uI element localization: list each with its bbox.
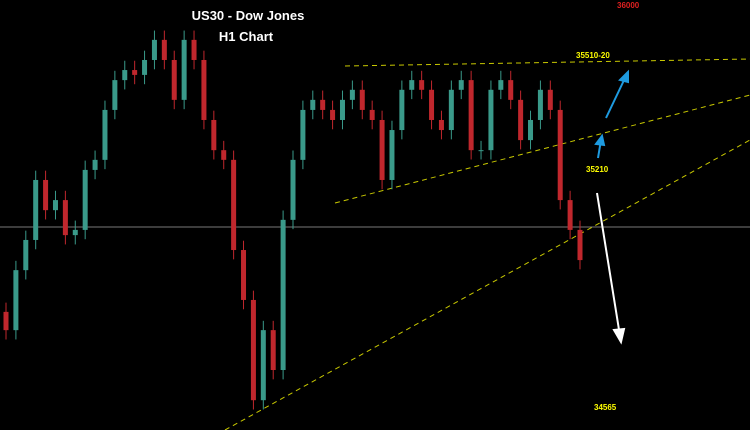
- candle-body: [438, 119, 444, 131]
- candle-body: [132, 70, 138, 75]
- candle-body: [112, 80, 118, 110]
- candle-body: [92, 159, 98, 170]
- candle-body: [62, 200, 68, 236]
- candle-body: [429, 89, 435, 120]
- candle-body: [13, 270, 19, 331]
- candle-body: [528, 119, 534, 141]
- annotation: 36000: [617, 1, 640, 10]
- candle-body: [498, 80, 504, 90]
- candle-body: [369, 109, 375, 120]
- arrow: [594, 69, 629, 159]
- candle-body: [181, 39, 187, 100]
- candle-body: [419, 80, 425, 90]
- candle-body: [577, 229, 583, 261]
- candle-body: [567, 200, 573, 230]
- chart-subtitle: H1 Chart: [219, 29, 274, 44]
- candle-body: [241, 250, 247, 300]
- annotation: 35210: [586, 165, 609, 174]
- candle-body: [458, 80, 464, 90]
- candle-body: [478, 150, 484, 152]
- candle-body: [379, 119, 385, 180]
- candle-body: [260, 330, 266, 401]
- candle-body: [161, 39, 167, 60]
- candle-body: [448, 89, 454, 131]
- candle-body: [547, 89, 553, 110]
- candle-body: [310, 99, 316, 110]
- candle-body: [250, 299, 256, 401]
- annotation: 34565: [594, 403, 617, 412]
- candle-body: [211, 119, 217, 151]
- candle-body: [43, 179, 49, 211]
- candle-body: [349, 89, 355, 100]
- candle-body: [508, 80, 514, 100]
- candle-body: [359, 89, 365, 110]
- candle-body: [290, 159, 296, 220]
- candle-body: [23, 239, 29, 271]
- candle-body: [389, 130, 395, 180]
- candle-body: [221, 150, 227, 160]
- candle-body: [537, 89, 543, 120]
- candle-body: [468, 80, 474, 151]
- candle-body: [52, 200, 58, 211]
- candle-body: [280, 219, 286, 371]
- candle-body: [231, 159, 237, 251]
- candle-body: [399, 89, 405, 131]
- candle-body: [122, 70, 128, 81]
- chart-title: US30 - Dow Jones: [192, 8, 305, 23]
- candle-body: [191, 39, 197, 60]
- candle-body: [72, 229, 78, 236]
- annotation: 35510-20: [576, 51, 610, 60]
- trendline: [224, 139, 750, 430]
- candle-body: [488, 89, 494, 151]
- candle-body: [151, 39, 157, 60]
- candle-body: [270, 330, 276, 371]
- candle-body: [82, 169, 88, 230]
- candle-body: [171, 59, 177, 100]
- candle-body: [300, 109, 306, 160]
- candle-body: [409, 80, 415, 90]
- candle-body: [557, 109, 563, 201]
- candle-body: [339, 99, 345, 120]
- candles: [3, 30, 583, 410]
- candle-body: [102, 109, 108, 160]
- arrow: [596, 192, 626, 345]
- candle-body: [518, 99, 524, 141]
- candle-body: [201, 59, 207, 120]
- candle-body: [33, 179, 39, 240]
- candle-body: [3, 311, 9, 331]
- candle-body: [142, 59, 148, 75]
- trendline: [344, 58, 750, 67]
- candle-body: [320, 99, 326, 110]
- candle-body: [330, 109, 336, 120]
